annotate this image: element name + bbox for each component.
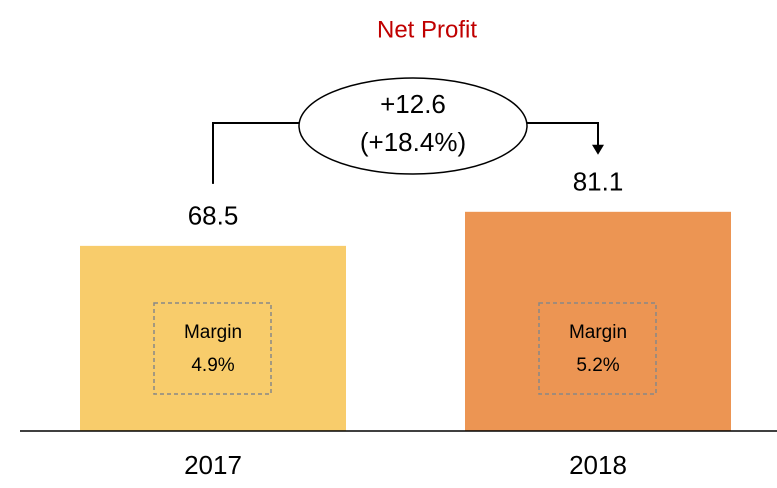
chart-title: Net Profit [377,16,477,43]
bar [80,245,346,431]
margin-value: 4.9% [191,355,234,376]
change-percent: (+18.4%) [360,127,466,157]
arrow-head [592,144,604,155]
connector [212,122,599,184]
margin-title: Margin [569,322,627,343]
x-tick-label: 2018 [569,450,627,480]
margin-title: Margin [184,322,242,343]
value-label: 68.5 [188,201,239,231]
change-bubble [298,77,528,175]
value-label: 81.1 [573,167,624,197]
margin-box [153,302,272,395]
x-tick-label: 2017 [184,450,242,480]
margin-value: 5.2% [576,355,619,376]
margin-box [538,302,657,395]
change-value: +12.6 [380,89,446,119]
